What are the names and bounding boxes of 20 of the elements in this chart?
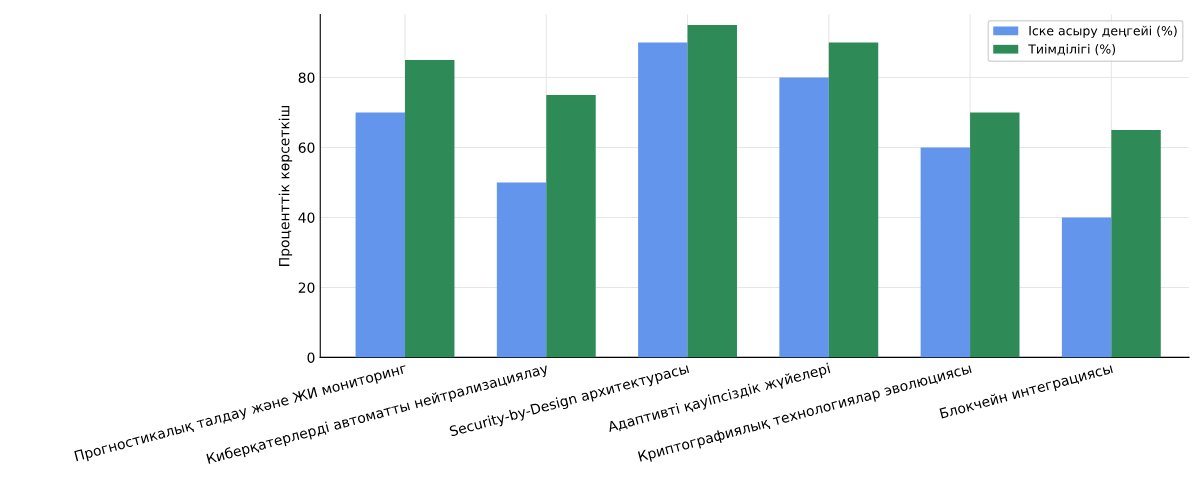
y-axis-title: Проценттік көрсеткіш (278, 105, 293, 266)
bar (1111, 129, 1161, 358)
legend-label: Іске асыру деңгейі (%) (1029, 25, 1177, 38)
y-tick-label: 40 (298, 212, 315, 223)
y-tick-label: 0 (307, 352, 315, 363)
legend-label: Тиімділігі (%) (1028, 44, 1116, 56)
bar (355, 112, 406, 358)
y-tick-label: 20 (298, 282, 315, 293)
bar (546, 94, 596, 358)
bar (779, 77, 829, 358)
bar (970, 112, 1020, 358)
bar (920, 147, 971, 358)
bar (687, 24, 737, 358)
bar (496, 182, 547, 358)
y-tick-label: 60 (298, 142, 315, 153)
bar (1061, 217, 1112, 358)
bar (405, 59, 455, 358)
bar (638, 42, 688, 358)
y-tick-label: 80 (298, 72, 315, 83)
bar (828, 42, 879, 358)
